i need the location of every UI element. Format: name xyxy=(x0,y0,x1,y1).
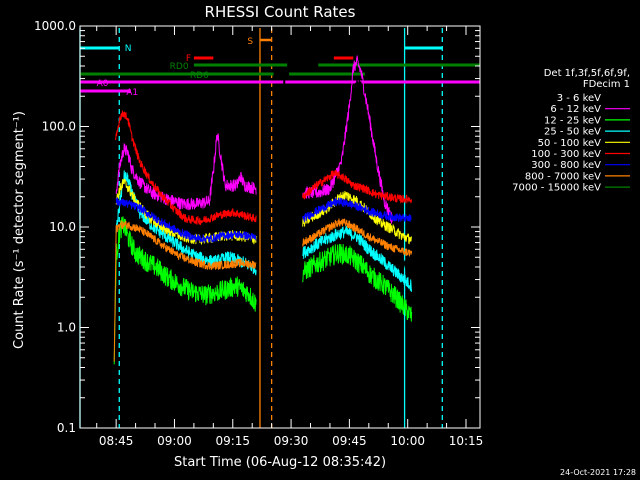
legend-label-5: 100 - 300 keV xyxy=(531,149,601,160)
legend-item-6: 300 - 800 keV xyxy=(531,160,630,171)
x-tick-label-2: 09:15 xyxy=(215,434,250,448)
series-2-segment-0 xyxy=(113,216,257,365)
x-axis-label: Start Time (06-Aug-12 08:35:42) xyxy=(174,455,386,470)
series-3-segment-1 xyxy=(302,225,413,292)
x-tick-label-6: 10:15 xyxy=(449,434,484,448)
data-series xyxy=(113,55,413,365)
legend-item-2: 12 - 25 keV xyxy=(544,115,630,126)
y-tick-label-4: 1000.0 xyxy=(34,19,76,33)
legend-label-6: 300 - 800 keV xyxy=(531,160,601,171)
legend-item-1: 6 - 12 keV xyxy=(550,104,630,115)
flag-label-rd0: RD0 xyxy=(170,62,189,72)
series-0-segment-1 xyxy=(302,78,413,298)
series-7-segment-1 xyxy=(302,218,413,257)
flag-label-f: F xyxy=(186,54,191,64)
legend-item-5: 100 - 300 keV xyxy=(531,149,630,160)
y-axis-label: Count Rate (s⁻¹ detector segment⁻¹) xyxy=(12,111,27,349)
x-tick-label-0: 08:45 xyxy=(99,434,134,448)
legend-item-8: 7000 - 15000 keV xyxy=(512,183,630,194)
series-7-segment-0 xyxy=(113,220,257,362)
flag-label-a1: A1 xyxy=(126,88,138,98)
legend-item-4: 50 - 100 keV xyxy=(538,138,630,149)
series-2-segment-1 xyxy=(302,243,413,322)
series-4-segment-1 xyxy=(302,190,413,245)
footer-timestamp: 24-Oct-2021 17:28 xyxy=(560,468,636,477)
x-tick-label-4: 09:45 xyxy=(332,434,367,448)
series-6 xyxy=(115,197,412,243)
chart-title: RHESSI Count Rates xyxy=(205,3,356,21)
legend-label-1: 6 - 12 keV xyxy=(550,104,601,115)
series-6-segment-1 xyxy=(302,197,412,223)
legend-header-1: FDecim 1 xyxy=(583,79,630,90)
series-5-segment-1 xyxy=(302,170,413,204)
series-7 xyxy=(113,218,413,362)
legend-label-2: 12 - 25 keV xyxy=(544,115,601,126)
flag-label-a0: A0 xyxy=(97,79,109,89)
series-6-segment-0 xyxy=(115,197,257,243)
x-tick-label-3: 09:30 xyxy=(274,434,309,448)
series-5-segment-0 xyxy=(114,110,257,226)
axes: 0.1 1.0 10.0 100.0 1000.0 08:45 09:00 09:15 09:3… xyxy=(34,19,483,448)
series-5 xyxy=(114,110,413,226)
legend-item-3: 25 - 50 keV xyxy=(544,127,630,138)
y-tick-label-3: 100.0 xyxy=(42,120,76,134)
flag-label-rd6: RD6 xyxy=(190,71,209,81)
x-tick-label-5: 10:00 xyxy=(390,434,425,448)
legend-header-0: Det 1f,3f,5f,6f,9f, xyxy=(544,68,630,79)
legend-label-0: 3 - 6 keV xyxy=(557,93,601,104)
legend-label-8: 7000 - 15000 keV xyxy=(512,183,601,194)
legend-label-7: 800 - 7000 keV xyxy=(525,171,601,182)
legend-label-3: 25 - 50 keV xyxy=(544,127,601,138)
series-2 xyxy=(113,216,413,365)
series-1-segment-1 xyxy=(302,55,393,224)
series-1-segment-0 xyxy=(115,133,257,211)
x-tick-label-1: 09:00 xyxy=(157,434,192,448)
series-1 xyxy=(115,55,393,224)
y-tick-label-2: 10.0 xyxy=(49,220,76,234)
legend-item-7: 800 - 7000 keV xyxy=(525,171,630,182)
y-tick-label-0: 0.1 xyxy=(57,421,76,435)
y-tick-label-1: 1.0 xyxy=(57,321,76,335)
flag-label-n: N xyxy=(125,44,132,54)
flag-label-s: S xyxy=(247,37,253,47)
legend-item-0: 3 - 6 keV xyxy=(557,93,630,104)
legend-label-4: 50 - 100 keV xyxy=(538,138,602,149)
